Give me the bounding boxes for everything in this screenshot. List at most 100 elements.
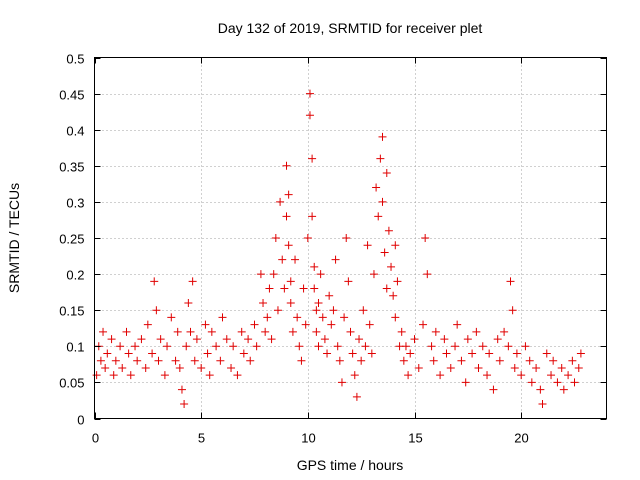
data-point xyxy=(382,284,391,293)
data-point xyxy=(327,320,336,329)
data-point xyxy=(175,363,184,372)
axis-ticks: 0 0.05 0.1 0.15 0.2 0.25 0.3 0.35 0.4 0.45 0.5 0 5 10… xyxy=(59,52,607,446)
data-point xyxy=(493,335,502,344)
y-tick-label: 0 xyxy=(77,413,84,428)
y-tick-label: 0.2 xyxy=(66,268,84,283)
data-point xyxy=(291,255,300,264)
data-point xyxy=(474,363,483,372)
data-point xyxy=(393,277,402,286)
data-point xyxy=(299,284,308,293)
data-point xyxy=(564,371,573,380)
data-point xyxy=(133,356,142,365)
data-point xyxy=(160,371,169,380)
data-point xyxy=(308,212,317,221)
data-point xyxy=(207,327,216,336)
data-point xyxy=(547,371,556,380)
data-point xyxy=(212,342,221,351)
data-point xyxy=(423,270,432,279)
data-point xyxy=(205,371,214,380)
data-point xyxy=(451,342,460,351)
data-point xyxy=(314,298,323,307)
data-point xyxy=(222,335,231,344)
data-point xyxy=(131,342,140,351)
data-point xyxy=(116,342,125,351)
data-point xyxy=(553,378,562,387)
data-point xyxy=(250,320,259,329)
data-point xyxy=(154,356,163,365)
data-point xyxy=(440,335,449,344)
data-point xyxy=(265,284,274,293)
data-point xyxy=(374,212,383,221)
data-point xyxy=(333,342,342,351)
data-point xyxy=(167,313,176,322)
data-point xyxy=(337,378,346,387)
data-point xyxy=(506,277,515,286)
data-point xyxy=(318,313,327,322)
data-point xyxy=(184,298,193,307)
data-point xyxy=(150,277,159,286)
data-point xyxy=(380,248,389,257)
data-point xyxy=(387,262,396,271)
data-point xyxy=(391,313,400,322)
data-point xyxy=(171,356,180,365)
data-point xyxy=(421,234,430,242)
data-point xyxy=(382,169,391,178)
data-point xyxy=(156,335,165,344)
data-point xyxy=(489,385,498,394)
chart-title: Day 132 of 2019, SRMTID for receiver ple… xyxy=(218,20,483,36)
data-point xyxy=(201,320,210,329)
data-point xyxy=(557,363,566,372)
data-point xyxy=(152,306,161,315)
data-point xyxy=(297,356,306,365)
data-point xyxy=(269,270,278,279)
data-point xyxy=(357,356,366,365)
data-point xyxy=(399,356,408,365)
data-point xyxy=(429,356,438,365)
data-point xyxy=(532,363,541,372)
data-point xyxy=(355,335,364,344)
data-point xyxy=(137,335,146,344)
data-point xyxy=(431,327,440,336)
data-point xyxy=(303,234,312,242)
data-point xyxy=(361,342,370,351)
data-point xyxy=(216,356,225,365)
data-point xyxy=(372,183,381,192)
data-point xyxy=(536,385,545,394)
data-point xyxy=(436,371,445,380)
data-point xyxy=(237,327,246,336)
data-point xyxy=(378,197,387,206)
data-point xyxy=(233,371,242,380)
y-tick-label: 0.1 xyxy=(66,340,84,355)
data-point xyxy=(510,363,519,372)
data-point xyxy=(472,327,481,336)
data-point xyxy=(99,327,108,336)
data-point xyxy=(549,356,558,365)
data-point xyxy=(378,132,387,141)
x-tick-label: 5 xyxy=(198,431,205,446)
data-point xyxy=(570,378,579,387)
data-point xyxy=(483,371,492,380)
data-point xyxy=(263,313,272,322)
data-point xyxy=(295,342,304,351)
data-point xyxy=(109,371,118,380)
data-point xyxy=(391,241,400,250)
data-point xyxy=(323,349,332,358)
data-point xyxy=(143,320,152,329)
data-point xyxy=(280,284,289,293)
data-point xyxy=(446,363,455,372)
data-point xyxy=(527,378,536,387)
data-point xyxy=(177,385,186,394)
data-point xyxy=(122,327,131,336)
data-point xyxy=(310,284,319,293)
data-point xyxy=(442,349,451,358)
data-point xyxy=(203,349,212,358)
data-point xyxy=(182,342,191,351)
data-point xyxy=(103,349,112,358)
data-point xyxy=(197,363,206,372)
data-point xyxy=(414,363,423,372)
data-point xyxy=(190,356,199,365)
data-point xyxy=(521,342,530,351)
data-point xyxy=(559,385,568,394)
x-tick-label: 20 xyxy=(514,431,528,446)
x-axis-label: GPS time / hours xyxy=(297,457,404,473)
